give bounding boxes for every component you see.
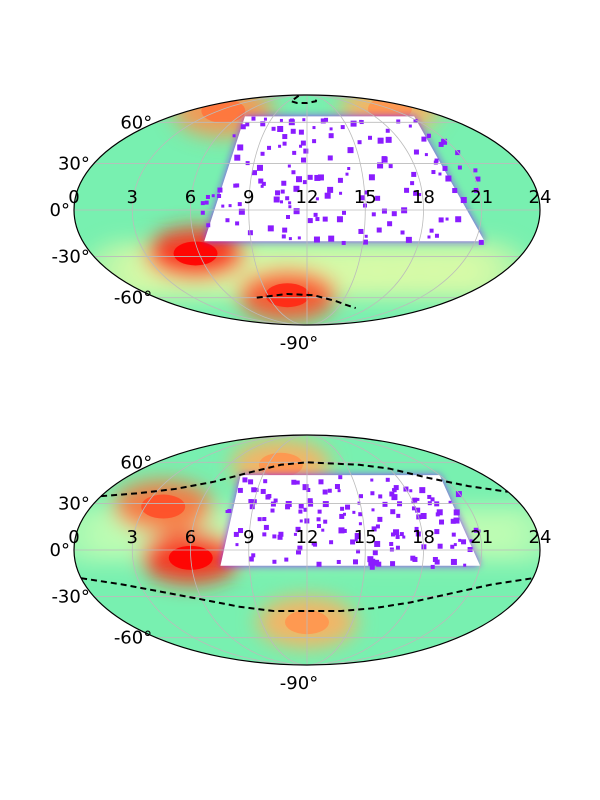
hotspot-mark — [141, 494, 186, 519]
x-tick-label: 9 — [243, 187, 254, 208]
x-tick-label: 3 — [127, 187, 138, 208]
x-tick-label: 24 — [529, 527, 552, 548]
x-tick-label: 0 — [68, 527, 79, 548]
y-tick-label: 30° — [58, 154, 90, 175]
sky-map-bottom: 0 3 6 9 12 15 18 21 24 60° 30° 0° -30° -60° -90° — [50, 434, 552, 694]
y-tick-label: 60° — [120, 112, 152, 133]
x-tick-label: 18 — [412, 187, 435, 208]
y-tick-label: -60° — [114, 288, 152, 309]
dashed-boundary — [101, 461, 509, 498]
hotspot-mark — [265, 283, 310, 308]
heatmap-layer — [74, 95, 540, 325]
x-tick-label: 12 — [296, 187, 319, 208]
x-tick-label: 21 — [470, 527, 493, 548]
y-tick-label: -30° — [51, 246, 89, 267]
y-tick-label: -90° — [280, 333, 318, 354]
y-tick-label: -60° — [114, 628, 152, 649]
x-tick-label: 15 — [354, 187, 377, 208]
y-tick-label: 0° — [50, 540, 70, 561]
map-outline — [73, 94, 541, 326]
heatmap-layer — [74, 435, 540, 665]
x-tick-label: 24 — [529, 187, 552, 208]
sparse-pixels — [200, 116, 484, 245]
y-tick-label: 30° — [58, 494, 90, 515]
x-tick-label: 18 — [412, 527, 435, 548]
x-tick-label: 15 — [354, 527, 377, 548]
dashed-boundary — [256, 292, 357, 309]
x-tick-label: 6 — [185, 187, 196, 208]
x-tick-label: 6 — [185, 527, 196, 548]
hotspot-mark — [173, 241, 218, 266]
y-tick-label: -90° — [280, 673, 318, 694]
y-tick-label: 60° — [120, 452, 152, 473]
dashed-boundary — [288, 94, 318, 105]
x-tick-label: 3 — [127, 527, 138, 548]
sky-map-top: 0 3 6 9 12 15 18 21 24 60° 30° 0° -30° -60° -90° — [50, 94, 552, 354]
map-outline — [73, 434, 541, 666]
x-tick-label: 9 — [243, 527, 254, 548]
x-tick-label: 21 — [470, 187, 493, 208]
x-tick-label: 12 — [296, 527, 319, 548]
x-tick-label: 0 — [68, 187, 79, 208]
y-tick-label: 0° — [50, 200, 70, 221]
y-tick-label: -30° — [51, 586, 89, 607]
dashed-boundary — [80, 577, 534, 613]
